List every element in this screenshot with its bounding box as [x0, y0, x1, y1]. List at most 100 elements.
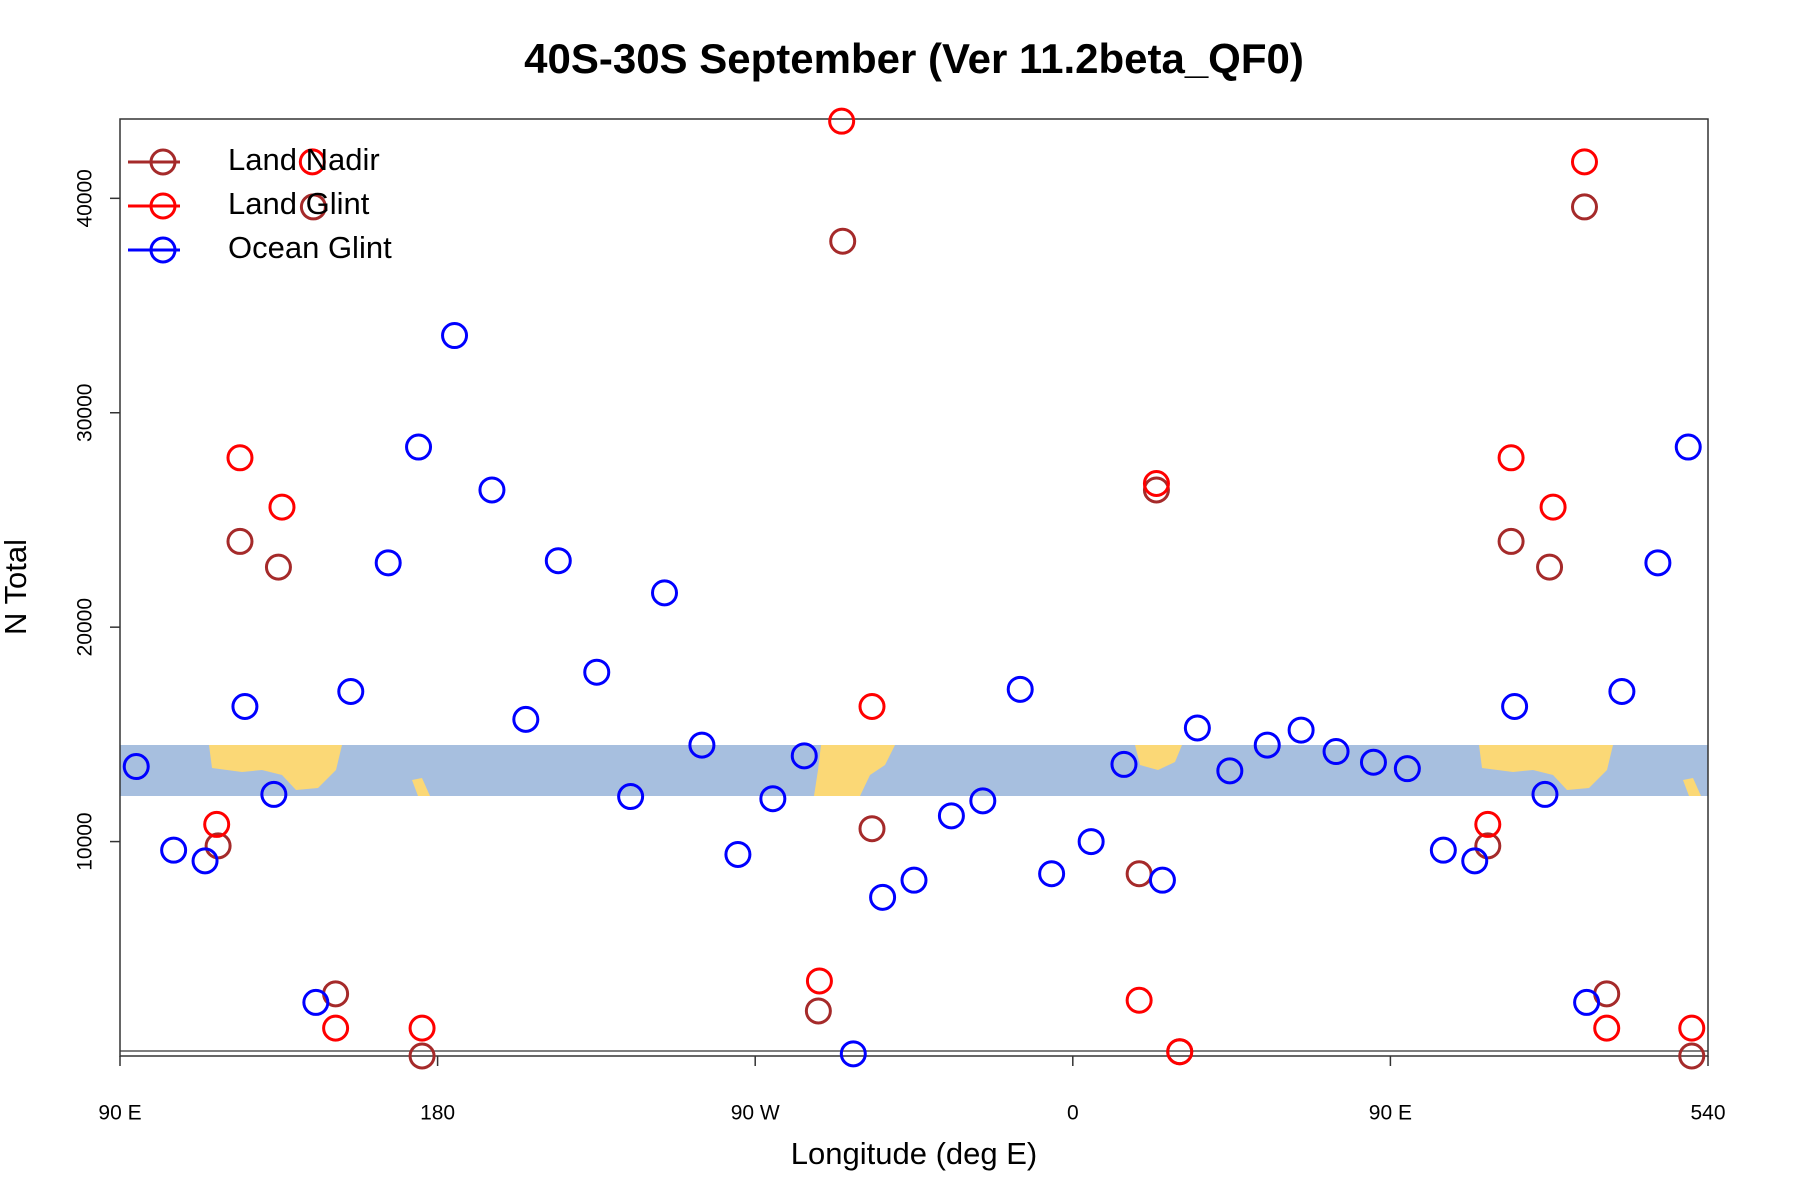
data-point [1570, 148, 1598, 176]
data-point [1608, 677, 1636, 705]
data-point [298, 148, 326, 176]
data-point [1393, 755, 1421, 783]
x-tick-label: 180 [420, 1102, 455, 1125]
x-tick-label: 90 W [731, 1102, 780, 1125]
y-tick-label: 20000 [74, 598, 97, 656]
legend-marker [149, 236, 177, 264]
map-strip [120, 745, 1708, 796]
data-point [1531, 780, 1559, 808]
data-point [839, 1040, 867, 1068]
data-point [858, 693, 886, 721]
data-point [688, 731, 716, 759]
data-point [1077, 828, 1105, 856]
data-point [1674, 433, 1702, 461]
legend-label: Land Glint [228, 186, 370, 221]
data-point [203, 810, 231, 838]
data-point [790, 742, 818, 770]
legend-marker [149, 148, 177, 176]
data-point [1570, 193, 1598, 221]
data-point [1183, 714, 1211, 742]
data-point [1429, 836, 1457, 864]
data-point [1573, 988, 1601, 1016]
data-point [1501, 693, 1529, 721]
x-tick-label: 90 E [98, 1102, 141, 1125]
data-point [804, 997, 832, 1025]
x-tick-label: 90 E [1369, 1102, 1412, 1125]
y-tick-label: 10000 [74, 812, 97, 870]
data-point [122, 753, 150, 781]
data-point [1539, 493, 1567, 521]
data-point [858, 815, 886, 843]
y-tick-label: 40000 [74, 169, 97, 227]
data-point [1148, 866, 1176, 894]
data-point [900, 866, 928, 894]
data-point [1678, 1042, 1706, 1070]
plot-frame [119, 118, 1709, 1057]
data-point [299, 193, 327, 221]
data-point [651, 579, 679, 607]
data-point [1006, 675, 1034, 703]
data-point [1593, 1014, 1621, 1042]
data-point [1125, 860, 1153, 888]
data-point [441, 322, 469, 350]
y-axis-label: N Total [0, 539, 33, 635]
map-band [120, 745, 1708, 796]
x-axis-label: Longitude (deg E) [791, 1136, 1037, 1171]
data-point [724, 840, 752, 868]
data-point [1142, 470, 1170, 498]
data-point [828, 107, 856, 135]
data-point [408, 1042, 436, 1070]
x-tick-label: 0 [1067, 1102, 1079, 1125]
data-point [231, 693, 259, 721]
data-point [1287, 716, 1315, 744]
data-point [512, 705, 540, 733]
data-point [478, 476, 506, 504]
data-point [937, 802, 965, 830]
data-point [264, 553, 292, 581]
data-point [268, 493, 296, 521]
data-point [1216, 757, 1244, 785]
data-point [1166, 1038, 1194, 1066]
data-point [322, 1014, 350, 1042]
data-point [226, 444, 254, 472]
data-point [1359, 748, 1387, 776]
data-point [226, 527, 254, 555]
legend-marker [149, 192, 177, 220]
data-point [544, 547, 572, 575]
data-point [869, 883, 897, 911]
data-point [1038, 860, 1066, 888]
data-point [1142, 476, 1170, 504]
data-point [617, 783, 645, 811]
data-point [1474, 810, 1502, 838]
data-point [1125, 986, 1153, 1014]
data-point [1322, 738, 1350, 766]
legend-label: Land Nadir [228, 142, 380, 177]
data-point [829, 227, 857, 255]
data-point [583, 658, 611, 686]
x-tick-label: 540 [1690, 1102, 1725, 1125]
data-point [759, 785, 787, 813]
legend-label: Ocean Glint [228, 230, 392, 265]
data-point [805, 967, 833, 995]
data-point [302, 988, 330, 1016]
data-point [405, 433, 433, 461]
data-point [337, 677, 365, 705]
data-point [1644, 549, 1672, 577]
data-point [1536, 553, 1564, 581]
data-point [160, 836, 188, 864]
data-point [1253, 731, 1281, 759]
chart-title: 40S-30S September (Ver 11.2beta_QF0) [524, 35, 1304, 82]
data-point [1497, 444, 1525, 472]
y-tick-label: 30000 [74, 384, 97, 442]
data-point [1678, 1014, 1706, 1042]
data-point [408, 1014, 436, 1042]
data-point [1461, 847, 1489, 875]
data-point [1497, 527, 1525, 555]
data-point [969, 787, 997, 815]
data-point [1110, 750, 1138, 778]
land-shapes [209, 745, 1701, 796]
data-point [191, 847, 219, 875]
data-point [374, 549, 402, 577]
data-point [260, 780, 288, 808]
